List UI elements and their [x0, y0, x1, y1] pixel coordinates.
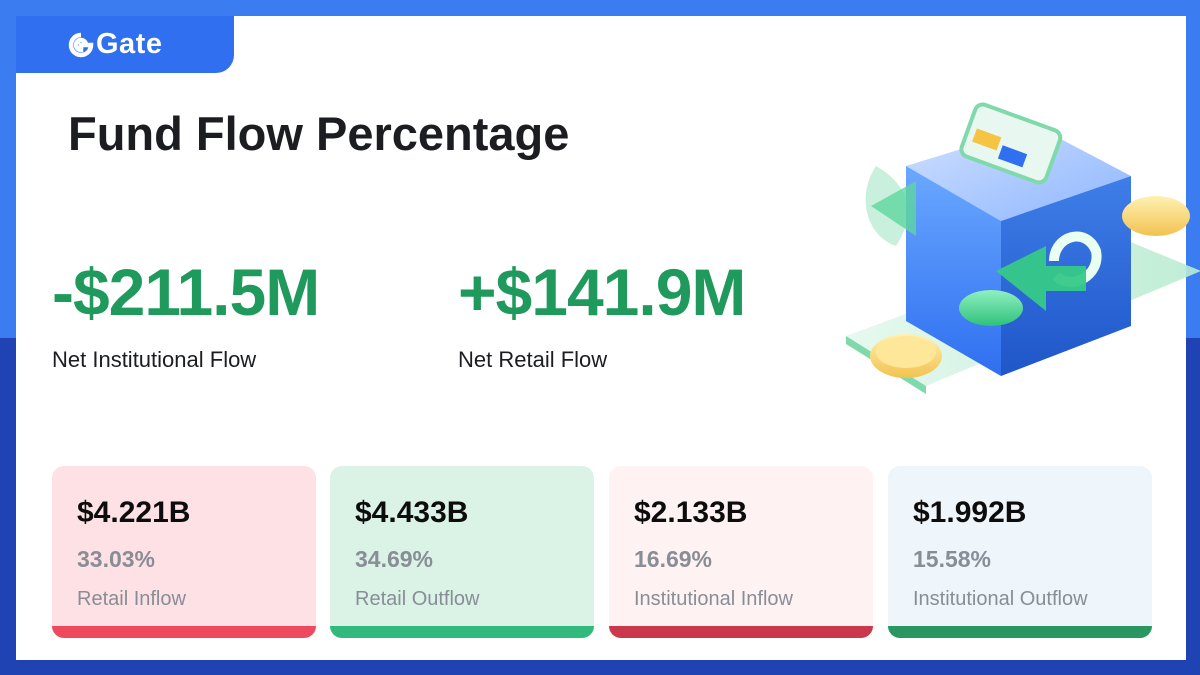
card-accent-bar [52, 626, 316, 638]
card-accent-bar [888, 626, 1152, 638]
card-label: Institutional Inflow [634, 588, 793, 610]
card-label: Retail Outflow [355, 588, 480, 610]
metric-net-institutional: -$211.5M Net Institutional Flow [52, 255, 320, 373]
content-panel: Gate Fund Flow Percentage -$211.5M Net I… [16, 16, 1200, 660]
metric-net-retail: +$141.9M Net Retail Flow [458, 255, 746, 373]
fund-flow-illustration [846, 102, 1200, 394]
metric-value: +$141.9M [458, 255, 746, 329]
page-title: Fund Flow Percentage [68, 107, 570, 160]
card-amount: $1.992B [913, 496, 1027, 529]
card-retail-inflow: $4.221B 33.03% Retail Inflow [52, 466, 316, 638]
logo-text: Gate [96, 28, 163, 60]
card-label: Institutional Outflow [913, 588, 1088, 610]
card-amount: $4.221B [77, 496, 191, 529]
card-percent: 33.03% [77, 546, 156, 572]
card-percent: 34.69% [355, 546, 434, 572]
card-accent-bar [330, 626, 594, 638]
card-label: Retail Inflow [77, 588, 186, 610]
gate-logo-icon [68, 32, 94, 57]
card-institutional-inflow: $2.133B 16.69% Institutional Inflow [609, 466, 873, 638]
metric-value: -$211.5M [52, 255, 320, 329]
card-amount: $2.133B [634, 496, 748, 529]
card-percent: 15.58% [913, 546, 992, 572]
metric-label: Net Institutional Flow [52, 347, 257, 372]
card-retail-outflow: $4.433B 34.69% Retail Outflow [330, 466, 594, 638]
card-percent: 16.69% [634, 546, 713, 572]
logo-tab: Gate [16, 16, 234, 73]
card-accent-bar [609, 626, 873, 638]
card-institutional-outflow: $1.992B 15.58% Institutional Outflow [888, 466, 1152, 638]
metric-label: Net Retail Flow [458, 347, 608, 372]
card-amount: $4.433B [355, 496, 469, 529]
